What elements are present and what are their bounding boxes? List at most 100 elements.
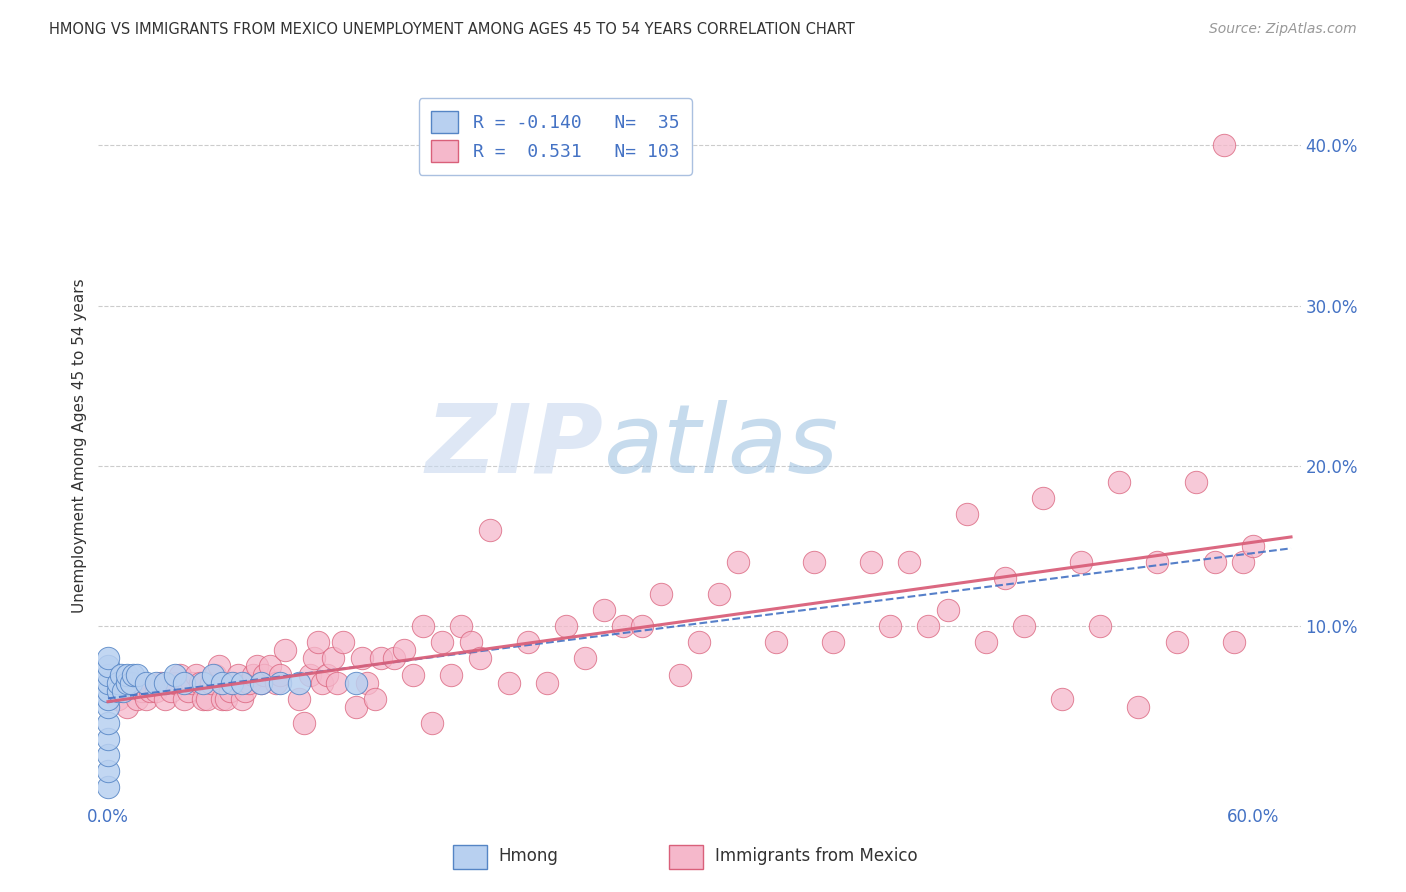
Point bbox=[160, 683, 183, 698]
Point bbox=[107, 691, 129, 706]
Point bbox=[97, 747, 120, 762]
Point bbox=[184, 667, 207, 681]
Point bbox=[211, 675, 233, 690]
Point bbox=[249, 675, 271, 690]
Point bbox=[269, 667, 291, 681]
Point bbox=[242, 667, 264, 681]
Point bbox=[1050, 691, 1073, 706]
Point bbox=[97, 764, 120, 778]
Point bbox=[1128, 699, 1150, 714]
Point bbox=[145, 683, 167, 698]
Point bbox=[112, 683, 135, 698]
Point bbox=[554, 619, 576, 633]
Point bbox=[536, 675, 558, 690]
Point bbox=[344, 675, 367, 690]
Point bbox=[238, 675, 260, 690]
Point bbox=[97, 667, 120, 681]
Point bbox=[294, 715, 316, 730]
Point bbox=[460, 635, 482, 649]
Point bbox=[115, 667, 138, 681]
Point bbox=[1070, 555, 1092, 569]
Point bbox=[422, 715, 444, 730]
Point bbox=[956, 507, 979, 521]
Point bbox=[1146, 555, 1168, 569]
Text: Hmong: Hmong bbox=[499, 847, 558, 865]
Point bbox=[110, 667, 132, 681]
Point bbox=[259, 659, 281, 673]
Point bbox=[688, 635, 710, 649]
Point bbox=[249, 675, 271, 690]
Point bbox=[344, 699, 367, 714]
Point bbox=[97, 780, 120, 794]
Point bbox=[120, 675, 142, 690]
Point bbox=[322, 651, 344, 665]
Point bbox=[860, 555, 883, 569]
Point bbox=[125, 667, 148, 681]
Text: HMONG VS IMMIGRANTS FROM MEXICO UNEMPLOYMENT AMONG AGES 45 TO 54 YEARS CORRELATI: HMONG VS IMMIGRANTS FROM MEXICO UNEMPLOY… bbox=[49, 22, 855, 37]
Point bbox=[97, 651, 120, 665]
Point bbox=[97, 675, 120, 690]
Point bbox=[253, 667, 276, 681]
Point bbox=[193, 675, 215, 690]
Point bbox=[121, 667, 143, 681]
Point bbox=[287, 675, 309, 690]
Point bbox=[898, 555, 921, 569]
Point bbox=[222, 675, 245, 690]
Point bbox=[1012, 619, 1035, 633]
Point bbox=[269, 675, 291, 690]
Point bbox=[97, 683, 120, 698]
Point bbox=[364, 691, 387, 706]
Text: atlas: atlas bbox=[603, 400, 838, 492]
Point bbox=[173, 675, 195, 690]
Point bbox=[221, 675, 243, 690]
Point bbox=[193, 691, 215, 706]
Point bbox=[299, 667, 322, 681]
Point bbox=[402, 667, 425, 681]
Point bbox=[468, 651, 491, 665]
Point bbox=[219, 683, 242, 698]
Point bbox=[97, 699, 120, 714]
Point bbox=[311, 675, 333, 690]
Point bbox=[264, 675, 287, 690]
Point bbox=[631, 619, 654, 633]
Point bbox=[370, 651, 392, 665]
Y-axis label: Unemployment Among Ages 45 to 54 years: Unemployment Among Ages 45 to 54 years bbox=[72, 278, 87, 614]
Point bbox=[707, 587, 730, 601]
Point bbox=[177, 683, 200, 698]
Point bbox=[1232, 555, 1254, 569]
Point bbox=[936, 603, 959, 617]
Point bbox=[430, 635, 453, 649]
Point bbox=[1222, 635, 1246, 649]
Point bbox=[316, 667, 339, 681]
Point bbox=[1204, 555, 1226, 569]
Point bbox=[274, 643, 297, 657]
Point bbox=[1213, 138, 1236, 153]
Point bbox=[115, 675, 138, 690]
Point bbox=[97, 659, 120, 673]
Point bbox=[332, 635, 354, 649]
Point bbox=[350, 651, 373, 665]
Point bbox=[200, 675, 222, 690]
Point bbox=[97, 691, 120, 706]
Point bbox=[231, 675, 253, 690]
Point bbox=[412, 619, 434, 633]
Point bbox=[180, 675, 204, 690]
Point bbox=[231, 691, 253, 706]
Point bbox=[498, 675, 520, 690]
Point bbox=[1184, 475, 1206, 489]
Point bbox=[516, 635, 538, 649]
Point bbox=[169, 667, 191, 681]
Point bbox=[139, 683, 162, 698]
Point bbox=[450, 619, 472, 633]
Point bbox=[1166, 635, 1188, 649]
Point bbox=[1108, 475, 1130, 489]
Point bbox=[195, 691, 218, 706]
Text: Source: ZipAtlas.com: Source: ZipAtlas.com bbox=[1209, 22, 1357, 37]
Point bbox=[135, 675, 157, 690]
Point bbox=[974, 635, 997, 649]
Point bbox=[155, 675, 177, 690]
Point bbox=[574, 651, 596, 665]
Point bbox=[145, 675, 167, 690]
Point bbox=[97, 715, 120, 730]
Point bbox=[163, 675, 186, 690]
